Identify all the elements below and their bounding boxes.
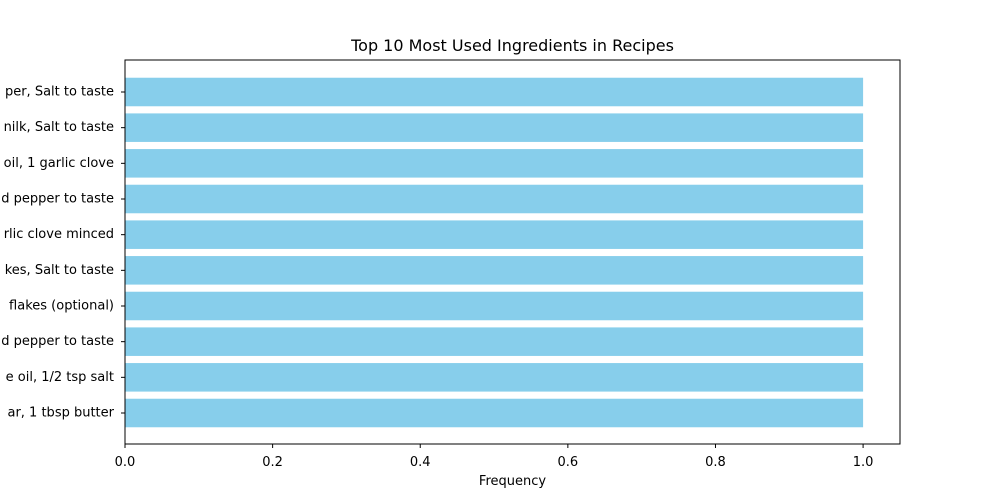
chart-title: Top 10 Most Used Ingredients in Recipes [350,36,674,55]
bar [125,77,864,107]
bar [125,363,864,392]
bar [125,184,864,214]
y-tick-label: e oil, 1/2 tsp salt [6,370,114,385]
x-tick-label: 0.4 [410,455,431,470]
bar [125,291,864,321]
bar [125,149,864,178]
bar [125,113,864,142]
y-tick-label: d pepper to taste [1,192,114,207]
x-tick-label: 1.0 [853,455,874,470]
y-axis: ar, 1 tbsp butter e oil, 1/2 tsp salt d pe… [1,85,125,421]
y-tick-label: kes, Salt to taste [5,263,114,278]
x-tick-label: 0.6 [558,455,579,470]
y-tick-label: d pepper to taste [1,334,114,349]
y-tick-label: flakes (optional) [9,299,114,314]
x-tick-label: 0.0 [115,455,136,470]
x-axis-label: Frequency [479,474,546,489]
bar [125,327,864,356]
y-tick-label: ar, 1 tbsp butter [7,406,114,421]
y-tick-label: nilk, Salt to taste [4,120,114,135]
x-axis: 0.0 0.2 0.4 0.6 0.8 1.0 [115,444,874,470]
y-tick-label: rlic clove minced [4,227,114,242]
x-tick-label: 0.8 [705,455,726,470]
x-tick-label: 0.2 [262,455,283,470]
bar [125,398,864,428]
y-tick-label: oil, 1 garlic clove [4,156,114,171]
plot-area-frame [124,59,901,445]
bar [125,220,864,249]
bar [125,256,864,285]
bars-group [125,77,864,428]
y-tick-label: per, Salt to taste [5,85,114,100]
